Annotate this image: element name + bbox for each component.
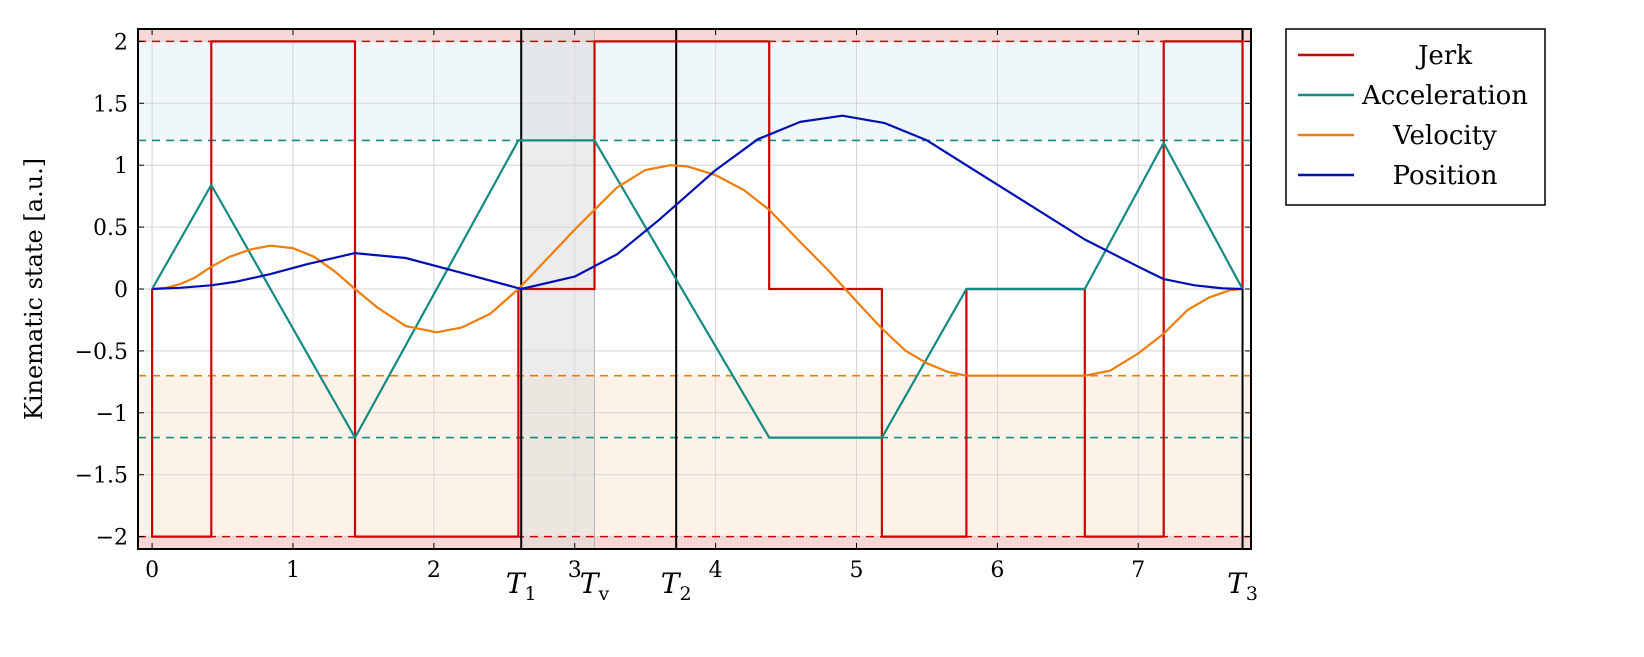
marker-label: T3	[1227, 567, 1258, 605]
marker-label: T1	[506, 567, 537, 605]
limit-bands	[138, 29, 1251, 549]
legend-label-acceleration: Acceleration	[1361, 81, 1528, 111]
jerk-band-bottom	[138, 536, 1251, 549]
y-tick-label: −1	[96, 402, 128, 427]
x-tick-label: 4	[709, 558, 723, 583]
y-axis-label: Kinematic state [a.u.]	[20, 158, 48, 420]
series-line-position	[152, 114, 1243, 291]
y-tick-label: 1.5	[93, 92, 128, 117]
y-tick-label: −0.5	[75, 340, 128, 365]
x-tick-label: 7	[1131, 558, 1145, 583]
legend-label-jerk: Jerk	[1415, 41, 1472, 71]
series-lines	[151, 40, 1244, 538]
x-tick-label: 2	[427, 558, 441, 583]
legend-label-position: Position	[1393, 161, 1498, 191]
x-tick-label: 6	[990, 558, 1004, 583]
y-tick-label: −2	[96, 526, 128, 551]
jerk-band-top	[138, 29, 1251, 42]
y-tick-label: −1.5	[75, 464, 128, 489]
lower-band	[138, 375, 1251, 537]
marker-label: T2	[661, 567, 692, 605]
x-tick-label: 5	[850, 558, 864, 583]
legend-label-velocity: Velocity	[1392, 121, 1497, 151]
series-line-velocity	[152, 164, 1243, 377]
series-line-acceleration	[151, 139, 1244, 439]
y-tick-label: 0.5	[93, 216, 128, 241]
y-tick-label: 1	[114, 154, 128, 179]
upper-band	[138, 41, 1251, 141]
x-tick-label: 0	[145, 558, 159, 583]
marker-label: Tv	[580, 567, 610, 605]
y-tick-label: 0	[114, 278, 128, 303]
axis-ticks: 0 1 2 3 4 5 6 7 −2 −1.5 −1 −0.5 0 0.5 1 1.5 2 T1 Tv T2 T3	[75, 29, 1258, 605]
legend: Jerk Acceleration Velocity Position	[1285, 28, 1546, 206]
x-tick-label: 1	[286, 558, 300, 583]
x-tick-label: 3	[568, 558, 582, 583]
y-tick-label: 2	[114, 30, 128, 55]
series-line-jerk	[151, 40, 1244, 538]
